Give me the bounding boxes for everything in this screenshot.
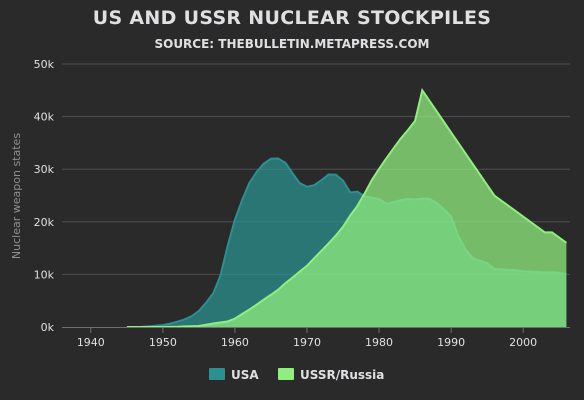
legend-label-usa: USA — [231, 368, 259, 382]
legend-swatch-ussr — [278, 368, 294, 380]
x-tick-label: 1940 — [77, 336, 105, 349]
series-line-ussr — [126, 87, 567, 328]
axes: 0k 10k 20k 30k 40k 50k 1940 1950 1960 1970 1980 199… — [34, 58, 570, 349]
x-tick-label: 1950 — [149, 336, 177, 349]
chart-subtitle: SOURCE: THEBULLETIN.METAPRESS.COM — [154, 37, 429, 51]
legend-label-ussr: USSR/Russia — [300, 368, 384, 382]
chart-title: US AND USSR NUCLEAR STOCKPILES — [93, 7, 491, 29]
y-tick-label: 0k — [41, 321, 55, 334]
x-tick-label: 1970 — [293, 336, 321, 349]
series-areas — [126, 87, 567, 328]
legend-item-usa[interactable]: USA — [209, 368, 259, 382]
y-tick-label: 20k — [34, 216, 55, 229]
x-tick-label: 2000 — [509, 336, 537, 349]
y-axis-title: Nuclear weapon states — [10, 133, 23, 259]
legend-swatch-usa — [209, 368, 225, 380]
series-area-ussr[interactable] — [126, 90, 567, 327]
legend-item-ussr[interactable]: USSR/Russia — [278, 368, 384, 382]
y-tick-label: 50k — [34, 58, 55, 71]
x-tick-label: 1990 — [437, 336, 465, 349]
x-tick-label: 1980 — [365, 336, 393, 349]
y-tick-label: 10k — [34, 268, 55, 281]
legend: USA USSR/Russia — [209, 368, 384, 382]
x-tick-label: 1960 — [221, 336, 249, 349]
y-tick-label: 40k — [34, 111, 55, 124]
y-tick-label: 30k — [34, 163, 55, 176]
